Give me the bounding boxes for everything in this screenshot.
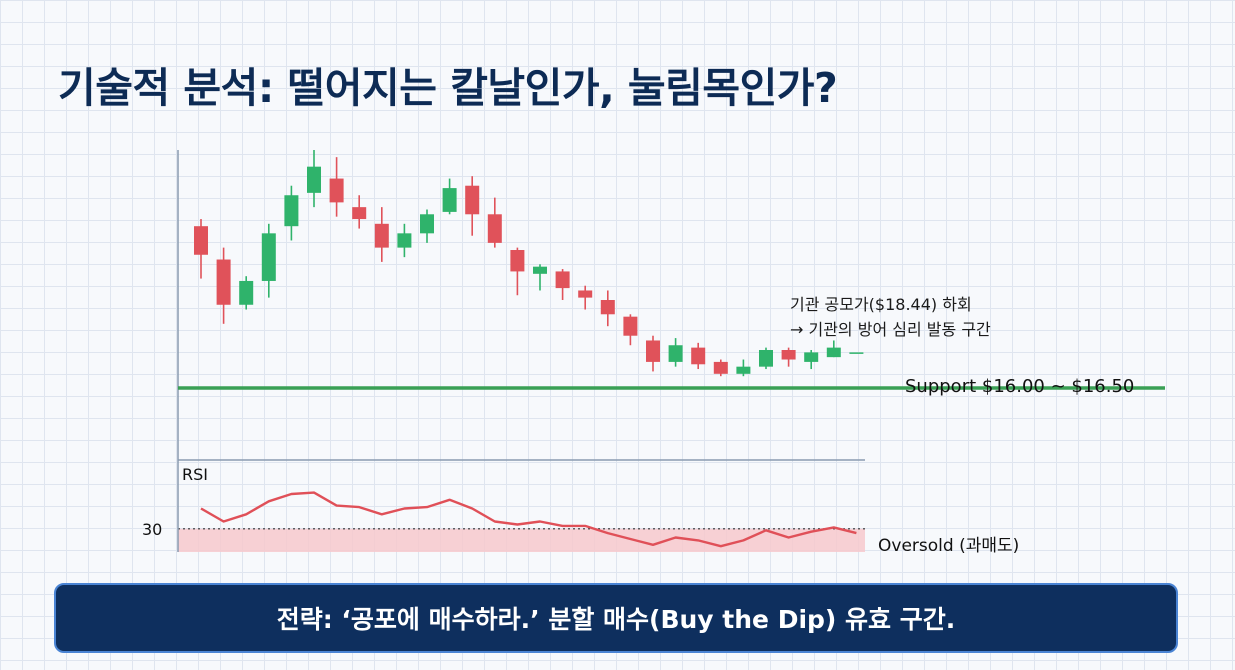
candle-body [736,366,751,374]
candle-body [510,250,525,272]
candle [555,269,570,300]
annotation-line-2: → 기관의 방어 심리 발동 구간 [790,320,991,339]
candle [352,195,367,229]
candle-body [691,347,706,365]
candle-body [420,214,434,234]
rsi-label: RSI [182,465,208,484]
candle-body [216,259,231,305]
candle [307,150,321,208]
candle-body [487,214,502,243]
candle [668,338,683,367]
candle [600,290,615,327]
candle-body [555,271,570,289]
rsi-line [200,491,857,548]
candle [804,350,819,370]
candle [533,264,547,291]
candle [329,157,344,217]
candle-body [646,340,660,362]
annotation-line-1: 기관 공모가($18.44) 하회 [790,295,972,314]
candle [578,285,593,310]
candle-body [713,361,728,374]
support-label: Support $16.00 ~ $16.50 [905,376,1135,397]
candle-body [352,207,367,220]
oversold-zone-layer [178,528,865,552]
candle-body [668,345,683,362]
candle-body [578,290,593,298]
candle [646,335,660,372]
candle-body [781,350,796,360]
rsi-level-30: 30 [142,520,163,539]
candle [691,342,706,370]
candle [849,352,864,354]
oversold-zone [178,528,865,552]
candle-body [329,178,344,203]
candle-body [442,188,457,212]
candles-group [194,150,864,377]
candle-body [826,347,841,358]
candle-body [397,233,412,248]
candle [781,347,796,367]
rsi-layer [200,491,857,548]
candle [442,178,457,215]
candle [487,197,502,248]
candle-body [307,166,321,193]
candle [261,223,276,298]
page-title: 기술적 분석: 떨어지는 칼날인가, 눌림목인가? [58,64,838,112]
candle-body [849,352,864,354]
candle [216,247,231,324]
candle-body [600,300,615,315]
candle-body [261,233,276,281]
candle-body [533,266,547,274]
candle [239,276,254,310]
candle [397,223,412,258]
candle [623,314,638,346]
candle [736,359,751,377]
candle [826,340,841,358]
strategy-text: 전략: ‘공포에 매수하라.’ 분할 매수(Buy the Dip) 유효 구간… [276,605,956,634]
candle [194,219,208,279]
oversold-label: Oversold (과매도) [878,536,1020,556]
candle-body [804,352,819,362]
candle-body [194,226,208,255]
candle-body [465,185,480,215]
annotation-box: 기관 공모가($18.44) 하회 → 기관의 방어 심리 발동 구간 [790,292,991,342]
candle-body [374,223,389,248]
candle [420,209,434,243]
candle [374,207,389,262]
candle [713,359,728,377]
candle [465,176,480,236]
candle-body [759,350,773,367]
candle [759,347,773,370]
strategy-banner: 전략: ‘공포에 매수하라.’ 분할 매수(Buy the Dip) 유효 구간… [54,583,1178,653]
candle-body [623,316,638,336]
candle-body [239,280,254,305]
candle [510,247,525,296]
candle [284,185,299,241]
candle-body [284,195,299,227]
